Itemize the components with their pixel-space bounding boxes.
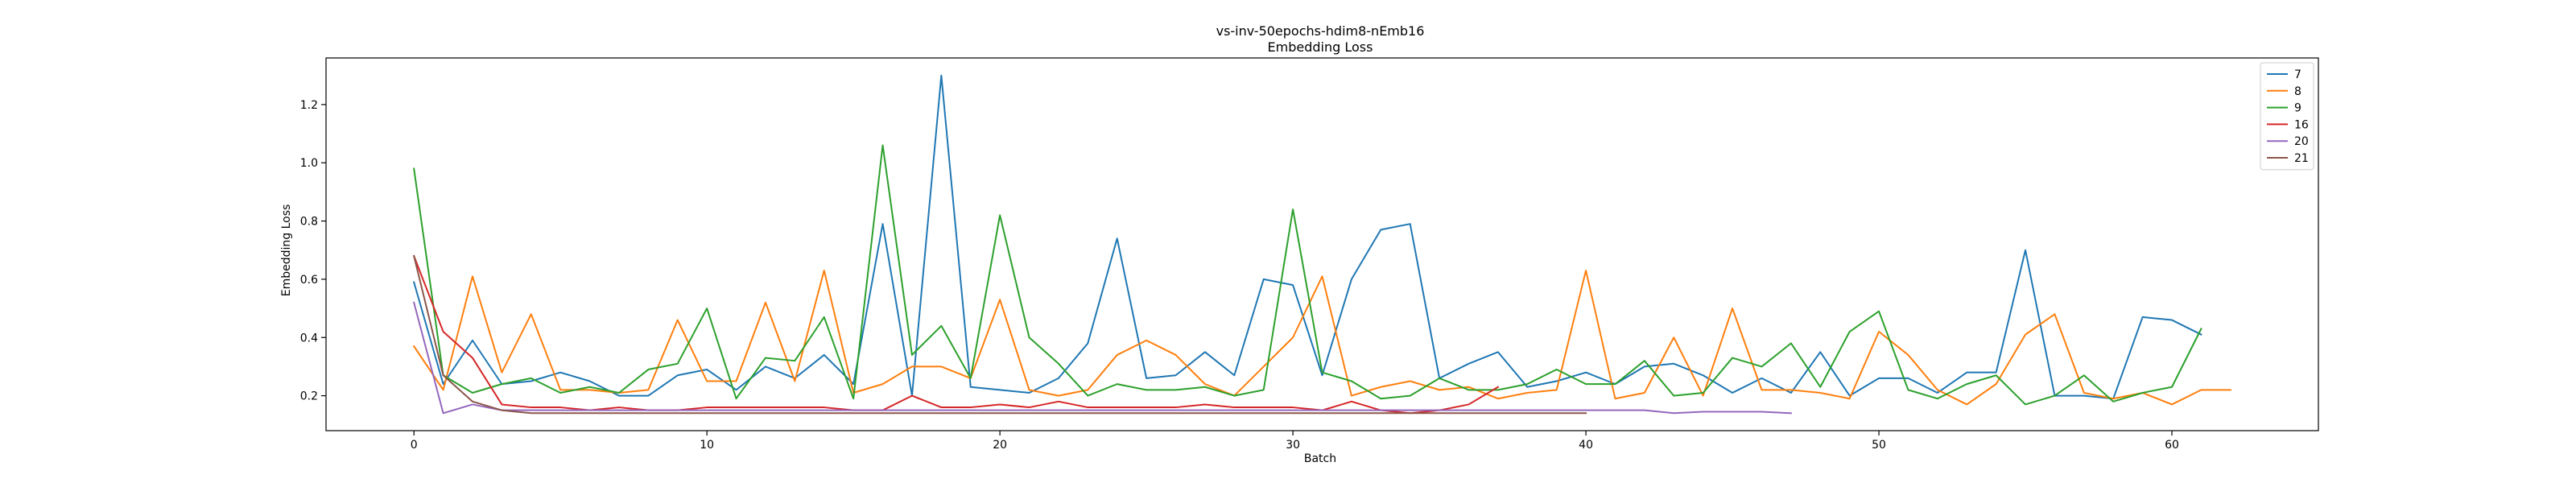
y-tick-label: 0.8 [300, 216, 318, 229]
y-tick-label: 1.0 [300, 157, 318, 170]
legend-label-20: 20 [2294, 135, 2309, 148]
legend-label-21: 21 [2294, 152, 2309, 165]
x-tick-label: 60 [2165, 439, 2179, 452]
plot-frame [325, 57, 2319, 431]
chart-title: vs-inv-50epochs-hdim8-nEmb16 [1216, 23, 1425, 39]
legend: 7 8 9 16 20 21 [2260, 62, 2314, 171]
legend-label-8: 8 [2294, 85, 2301, 98]
series-line-9 [413, 144, 2202, 406]
y-tick-label: 0.6 [300, 274, 318, 287]
series-lines [412, 74, 2231, 415]
legend-label-9: 9 [2294, 102, 2301, 115]
series-line-21 [412, 254, 1587, 415]
legend-label-16: 16 [2294, 118, 2309, 131]
legend-label-7: 7 [2294, 68, 2301, 81]
x-tick-label: 10 [700, 439, 714, 452]
series-line-20 [412, 301, 1792, 415]
y-tick-label: 0.4 [300, 332, 318, 345]
x-tick-label: 0 [411, 439, 418, 452]
y-tick-label: 1.2 [300, 99, 318, 112]
x-axis-label: Batch [1304, 452, 1336, 465]
x-tick-label: 20 [993, 439, 1007, 452]
y-tick-label: 0.2 [300, 390, 318, 403]
y-axis-label: Embedding Loss [280, 204, 293, 297]
series-line-8 [412, 270, 2231, 406]
series-line-7 [412, 74, 2202, 400]
x-tick-label: 40 [1579, 439, 1593, 452]
x-tick-label: 50 [1872, 439, 1886, 452]
legend-box [2260, 62, 2314, 171]
x-tick-label: 30 [1286, 439, 1300, 452]
chart-subtitle: Embedding Loss [1268, 39, 1373, 55]
plot-area: 0 10 20 30 40 50 60 0.2 0.4 0.6 0.8 1.0 1.2 [300, 57, 2319, 452]
